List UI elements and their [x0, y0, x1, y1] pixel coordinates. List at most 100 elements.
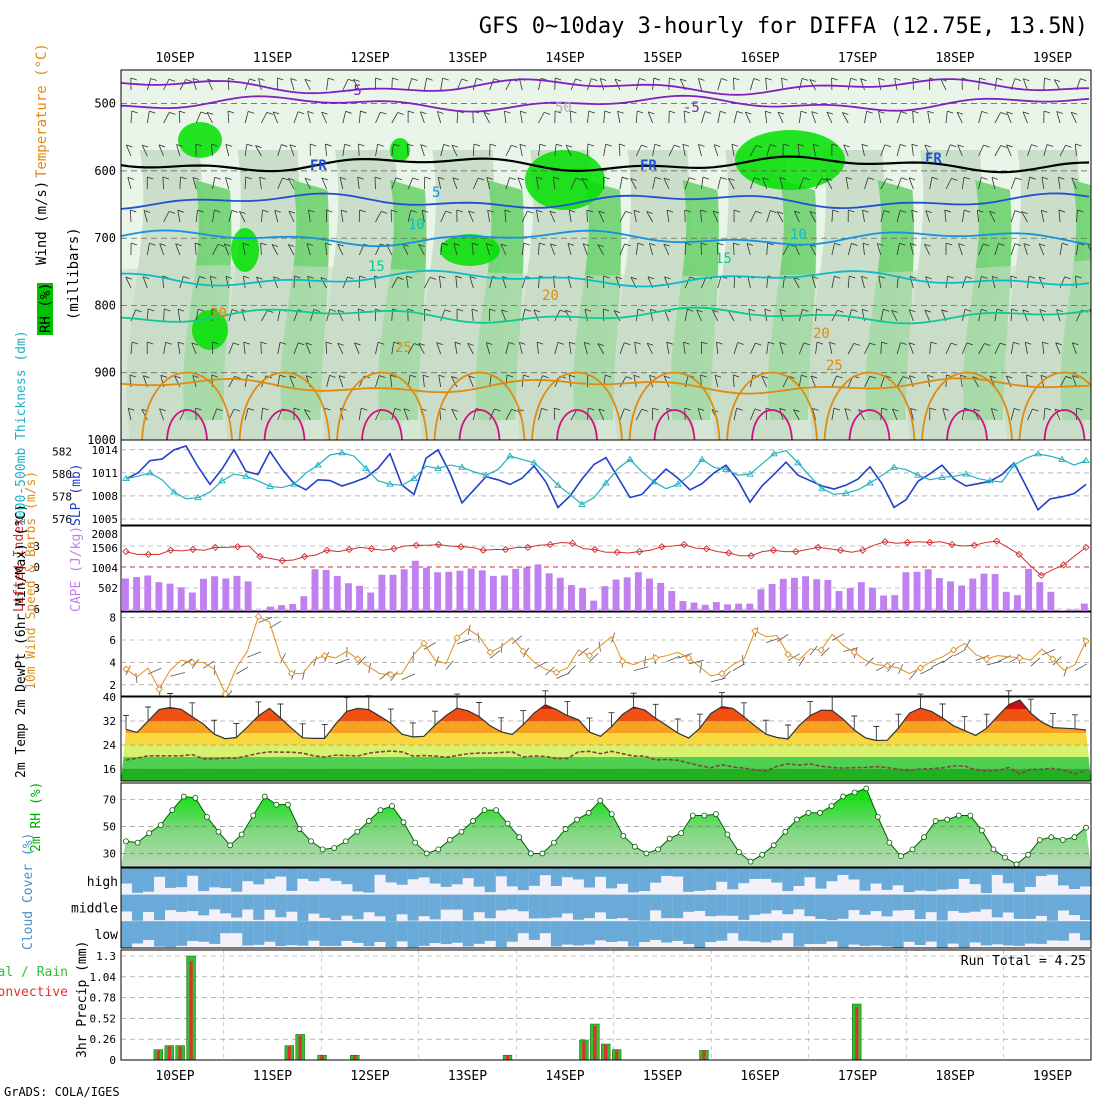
cloud-cover-cell — [859, 894, 871, 915]
cloud-cover-cell — [716, 894, 728, 916]
rh-point — [238, 831, 245, 838]
wind-barb — [896, 276, 899, 289]
wind-barb-flag — [1056, 309, 1063, 312]
cloud-cover-cell — [242, 894, 254, 910]
cape-bar — [445, 571, 453, 611]
wind-barb-flag — [179, 110, 186, 114]
wind-barb — [242, 276, 246, 289]
wind-barb-flag — [471, 242, 479, 246]
cloud-cover-cell — [330, 868, 342, 881]
wind-barb-flag — [1041, 209, 1048, 213]
wind-barb — [684, 276, 691, 289]
wind-barb — [288, 178, 295, 190]
wind-barb — [1093, 144, 1096, 156]
wind-barb-flag — [1023, 243, 1030, 246]
cloud-cover-cell — [683, 921, 695, 944]
cloud-cover-cell — [672, 921, 684, 941]
wind-barb-flag — [999, 342, 1007, 346]
surface-wind-barb — [1052, 656, 1062, 666]
wind-barb — [505, 342, 510, 355]
rh-point — [909, 846, 916, 853]
wind-barb-flag — [979, 77, 986, 81]
cloud-cover-cell — [1035, 921, 1048, 944]
wind-barb — [766, 342, 769, 355]
cape-bar — [311, 569, 319, 611]
wind-barb-flag — [553, 176, 560, 180]
cloud-cover-cell — [815, 868, 827, 889]
cloud-cover-cell — [484, 921, 497, 941]
rh-point — [990, 846, 997, 853]
warm-contour — [336, 371, 428, 440]
wind-barb-flag — [282, 177, 289, 181]
cape-bar — [278, 605, 286, 611]
wind-barb-flag — [501, 309, 508, 313]
wind-barb — [174, 375, 181, 388]
wind-barb-flag — [866, 110, 873, 114]
cloud-cover-cell — [528, 868, 541, 886]
cape-bar — [322, 569, 330, 611]
wind-barb-flag — [177, 341, 185, 345]
cloud-empty — [495, 868, 508, 895]
cape-bar — [601, 586, 609, 611]
wind-barb — [683, 342, 686, 355]
lifted-index-tick: -3 — [27, 540, 40, 553]
wind-barb — [307, 276, 311, 289]
temperature-maxmin-bar — [939, 703, 946, 718]
temperature-maxmin-bar — [1049, 713, 1056, 728]
wind-barb-flag — [587, 143, 595, 147]
wind-barb-flag — [630, 276, 638, 280]
wind-barb-flag — [850, 77, 857, 81]
cloud-cover-cell — [407, 921, 420, 948]
wind-barb — [957, 144, 963, 157]
cloud-cover-cell — [1046, 921, 1059, 941]
wind-barb — [374, 176, 376, 190]
wind-barb — [568, 375, 572, 388]
wind-barb-flag — [150, 78, 157, 81]
wind-barb — [402, 244, 409, 256]
wind-barb — [599, 78, 605, 91]
wind-barb-flag — [878, 275, 885, 279]
cloud-cover-cell — [308, 868, 320, 882]
wind-barb — [261, 210, 263, 223]
surface-wind-barb — [942, 654, 954, 664]
wind-barb-flag — [779, 177, 786, 180]
wind-barb-flag — [185, 79, 192, 82]
wind-barb — [728, 178, 735, 190]
lifted-index-tick: 6 — [33, 603, 40, 616]
wind-barb — [732, 242, 735, 256]
wind-barb — [1058, 210, 1061, 223]
cloud-cover-cell — [947, 921, 960, 944]
wind-barb — [212, 244, 219, 256]
wind-barb-flag — [925, 210, 932, 214]
cape-bar — [567, 585, 575, 611]
wind-barb — [505, 79, 512, 91]
wind-barb — [424, 78, 428, 91]
wind-barb-flag — [1071, 177, 1078, 181]
wind-barb — [732, 375, 735, 388]
cape-bar — [434, 572, 442, 611]
cloud-cover-cell — [793, 894, 805, 910]
cloud-cover-cell — [738, 921, 750, 941]
wind-barb — [552, 177, 556, 190]
wind-barb — [861, 276, 865, 289]
hot-contour — [458, 409, 501, 440]
wind-barb — [880, 309, 884, 322]
wind-barb-flag — [683, 110, 691, 114]
temperature-maxmin-bar — [189, 702, 196, 717]
cloud-cover-cell — [286, 921, 298, 946]
wind-barb-flag — [597, 343, 604, 346]
rh-point — [770, 842, 777, 849]
rh-tick: 70 — [103, 793, 116, 806]
wind-barb-flag — [702, 176, 710, 180]
cloud-cover-cell — [495, 921, 508, 947]
wind-barb-flag — [231, 210, 238, 213]
cloud-empty — [308, 868, 320, 895]
thickness-point — [1010, 461, 1018, 468]
wind-barb-flag — [326, 209, 333, 213]
wind-barb — [776, 211, 784, 223]
cloud-cover-cell — [727, 894, 739, 916]
wind-barb — [597, 343, 605, 355]
wind-barb — [146, 111, 150, 124]
rh-area — [121, 788, 1091, 867]
